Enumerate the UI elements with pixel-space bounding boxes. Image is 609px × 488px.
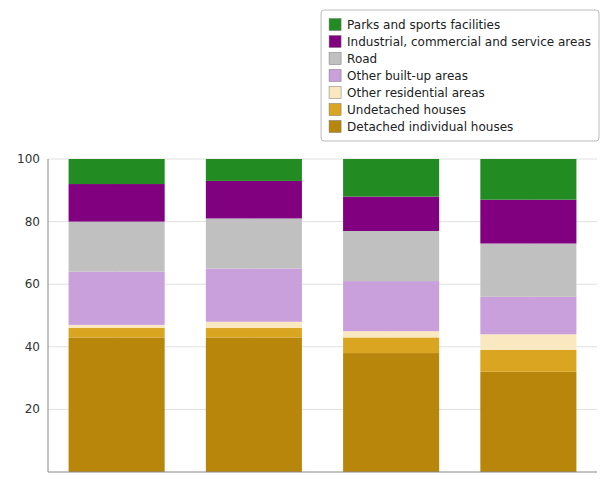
- y-tick-label: 40: [25, 340, 40, 354]
- legend-swatch: [329, 53, 341, 65]
- legend-swatch: [329, 70, 341, 82]
- bar-segment: [206, 218, 302, 268]
- y-axis: 20 40 60 80 100: [17, 152, 40, 416]
- legend-swatch: [329, 36, 341, 48]
- x-axis-line: [48, 472, 597, 473]
- bar-segment: [69, 325, 165, 328]
- legend-label: Parks and sports facilities: [347, 18, 500, 32]
- bar-segment: [480, 350, 576, 372]
- y-tick-label: 60: [25, 277, 40, 291]
- bar-segment: [206, 269, 302, 322]
- legend-label: Other built-up areas: [347, 69, 468, 83]
- bar-segment: [343, 331, 439, 337]
- legend-label: Other residential areas: [347, 86, 485, 100]
- bar-segment: [480, 372, 576, 472]
- bar-segment: [480, 334, 576, 350]
- bar-segment: [480, 200, 576, 244]
- bar-segment: [343, 197, 439, 231]
- legend-swatch: [329, 19, 341, 31]
- y-tick-label: 80: [25, 215, 40, 229]
- bar-segment: [343, 353, 439, 472]
- y-tick-label: 20: [25, 402, 40, 416]
- legend-swatch: [329, 104, 341, 116]
- legend-label: Industrial, commercial and service areas: [347, 35, 591, 49]
- legend-label: Undetached houses: [347, 103, 466, 117]
- bars: [69, 159, 577, 472]
- bar-segment: [69, 337, 165, 472]
- bar-segment: [69, 328, 165, 337]
- bar-segment: [69, 184, 165, 222]
- bar-segment: [480, 244, 576, 297]
- bar-segment: [480, 159, 576, 200]
- legend-label: Detached individual houses: [347, 120, 513, 134]
- bar-segment: [343, 159, 439, 197]
- bar-segment: [343, 337, 439, 353]
- bar-segment: [343, 281, 439, 331]
- bar-segment: [69, 159, 165, 184]
- y-tick-label: 100: [17, 152, 40, 166]
- bar-segment: [206, 159, 302, 181]
- legend-frame: [321, 10, 599, 141]
- legend-swatch: [329, 121, 341, 133]
- legend-swatch: [329, 87, 341, 99]
- legend: Parks and sports facilities Industrial, c…: [321, 10, 599, 141]
- chart: Parks and sports facilities Industrial, c…: [0, 0, 609, 488]
- grid: [48, 159, 597, 472]
- bar-segment: [206, 181, 302, 219]
- bar-segment: [206, 337, 302, 472]
- bar-segment: [69, 222, 165, 272]
- bar-segment: [206, 328, 302, 337]
- y-axis-line: [48, 159, 49, 472]
- legend-label: Road: [347, 52, 377, 66]
- bar-segment: [206, 322, 302, 328]
- bar-segment: [69, 272, 165, 325]
- bar-segment: [343, 231, 439, 281]
- bar-segment: [480, 297, 576, 335]
